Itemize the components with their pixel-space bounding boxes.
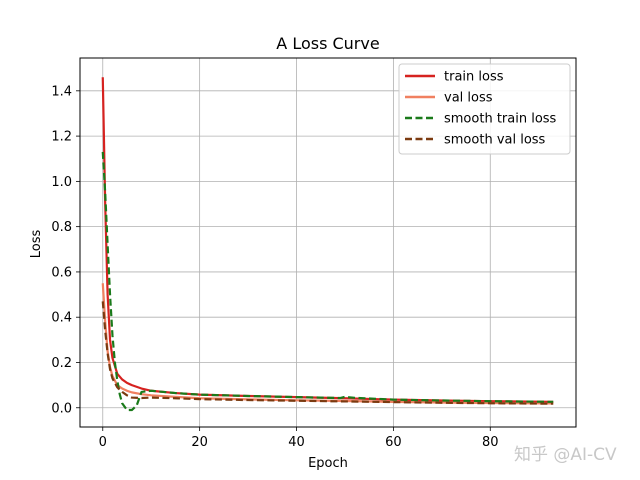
series-line-smooth-val-loss: [101, 301, 554, 405]
y-tick-label: 0.8: [51, 220, 72, 235]
x-tick-label: 40: [288, 435, 305, 450]
legend: train loss val loss smooth train loss smoot…: [398, 63, 571, 155]
y-tick-label: 0.0: [51, 401, 72, 416]
x-tick-label: 60: [385, 435, 402, 450]
y-tick-label: 0.6: [51, 265, 72, 280]
y-tick-label: 0.2: [51, 356, 72, 371]
y-tick-label: 0.4: [51, 311, 72, 326]
y-axis-label: Loss: [29, 230, 44, 259]
series-lines: [101, 77, 554, 412]
plot-frame: [79, 57, 577, 428]
axis-ticks: 0 20 40 60 80 0.0 0.2 0.4 0.6 0.8 1.0 1.2 1.4: [51, 84, 498, 450]
series-line-smooth-train-loss: [101, 151, 554, 412]
legend-box: [398, 63, 571, 155]
legend-label: smooth train loss: [444, 112, 557, 127]
x-tick-label: 80: [482, 435, 499, 450]
x-axis-label: Epoch: [308, 456, 348, 471]
x-tick-label: 0: [99, 435, 107, 450]
grid: [80, 58, 576, 427]
legend-label: val loss: [444, 91, 493, 106]
y-tick-label: 1.0: [51, 175, 72, 190]
y-tick-label: 1.2: [51, 130, 72, 145]
legend-label: train loss: [444, 70, 504, 85]
y-tick-label: 1.4: [51, 84, 72, 99]
legend-label: smooth val loss: [444, 133, 546, 148]
watermark: 知乎 @AI-CV: [514, 445, 617, 465]
chart-title: A Loss Curve: [276, 34, 379, 53]
x-tick-label: 20: [191, 435, 208, 450]
